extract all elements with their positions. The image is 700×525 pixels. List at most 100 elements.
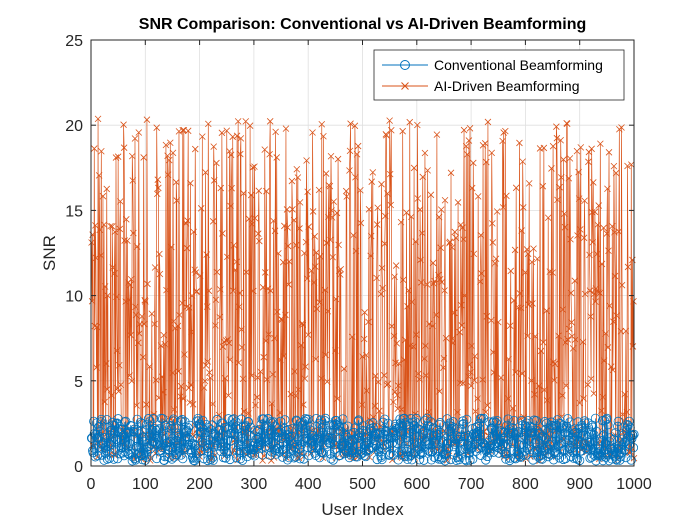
data-point-conventional: [333, 425, 343, 435]
data-point-ai-driven: [587, 375, 595, 383]
data-point-ai-driven: [108, 223, 116, 230]
data-point-ai-driven: [502, 127, 509, 135]
data-point-conventional: [320, 413, 331, 424]
data-point-conventional: [207, 420, 217, 430]
data-point-ai-driven: [225, 339, 233, 347]
data-point-ai-driven: [596, 289, 604, 297]
data-point-conventional: [567, 432, 577, 442]
data-point-ai-driven: [152, 376, 160, 384]
data-point-conventional: [462, 414, 472, 424]
data-point-conventional: [260, 442, 270, 452]
data-point-ai-driven: [451, 228, 459, 236]
data-point-ai-driven: [608, 222, 616, 230]
data-point-ai-driven: [267, 287, 275, 295]
x-tick-label: 900: [566, 476, 593, 493]
data-point-conventional: [250, 425, 260, 435]
data-point-ai-driven: [166, 139, 174, 147]
data-point-ai-driven: [144, 280, 151, 288]
data-point-conventional: [344, 435, 354, 445]
data-point-conventional: [359, 450, 369, 461]
data-point-ai-driven: [93, 323, 101, 331]
data-point-ai-driven: [448, 244, 456, 251]
data-point-conventional: [488, 417, 498, 428]
data-point-ai-driven: [517, 304, 525, 312]
data-point-conventional: [286, 431, 296, 441]
data-point-ai-driven: [478, 270, 485, 277]
data-point-conventional: [153, 425, 163, 435]
data-point-ai-driven: [421, 149, 429, 157]
data-point-ai-driven: [221, 375, 229, 382]
data-point-conventional: [559, 444, 570, 454]
data-point-ai-driven: [484, 402, 491, 409]
data-point-ai-driven: [334, 155, 342, 163]
data-point-ai-driven: [416, 375, 423, 383]
data-point-ai-driven: [162, 141, 170, 149]
data-point-conventional: [191, 448, 201, 459]
data-point-ai-driven: [493, 208, 501, 215]
data-point-ai-driven: [169, 149, 177, 157]
data-point-ai-driven: [360, 335, 368, 343]
data-point-ai-driven: [624, 263, 632, 271]
data-point-ai-driven: [309, 208, 317, 215]
data-point-ai-driven: [528, 377, 535, 384]
data-point-ai-driven: [100, 221, 108, 228]
data-point-ai-driven: [557, 174, 565, 181]
data-point-ai-driven: [316, 299, 323, 306]
data-point-ai-driven: [592, 298, 599, 305]
data-point-conventional: [538, 431, 548, 442]
data-point-ai-driven: [588, 145, 595, 153]
data-point-conventional: [311, 413, 321, 424]
data-point-ai-driven: [509, 405, 517, 412]
data-point-ai-driven: [179, 127, 187, 134]
data-point-ai-driven: [459, 380, 467, 387]
data-point-ai-driven: [449, 339, 457, 347]
data-point-ai-driven: [132, 303, 139, 311]
data-point-ai-driven: [464, 151, 471, 158]
data-point-ai-driven: [209, 217, 217, 225]
data-point-conventional: [497, 440, 508, 451]
data-point-ai-driven: [151, 264, 159, 271]
data-point-ai-driven: [454, 408, 461, 416]
data-point-ai-driven: [114, 153, 122, 160]
data-point-ai-driven: [563, 120, 571, 128]
data-point-ai-driven: [93, 364, 100, 371]
data-point-ai-driven: [92, 254, 100, 262]
data-point-conventional: [431, 429, 441, 439]
data-point-conventional: [154, 435, 164, 445]
data-point-ai-driven: [266, 150, 273, 158]
data-point-conventional: [237, 436, 247, 447]
data-point-ai-driven: [393, 391, 401, 399]
data-point-conventional: [328, 433, 338, 443]
data-point-conventional: [141, 425, 151, 435]
data-point-ai-driven: [154, 176, 162, 183]
data-point-ai-driven: [386, 170, 394, 178]
data-point-ai-driven: [207, 374, 214, 382]
data-point-ai-driven: [309, 129, 316, 136]
data-point-conventional: [514, 440, 525, 450]
data-point-conventional: [170, 423, 180, 433]
data-point-ai-driven: [329, 253, 336, 261]
data-point-ai-driven: [574, 232, 581, 239]
data-point-ai-driven: [365, 206, 373, 213]
data-point-ai-driven: [405, 287, 412, 294]
data-point-conventional: [449, 423, 459, 433]
data-point-ai-driven: [621, 390, 629, 398]
data-point-ai-driven: [387, 126, 395, 134]
data-point-conventional: [464, 448, 475, 458]
data-point-ai-driven: [357, 186, 364, 194]
data-point-ai-driven: [457, 221, 465, 229]
data-point-ai-driven: [317, 375, 325, 382]
data-point-conventional: [221, 447, 231, 457]
data-point-ai-driven: [262, 337, 270, 345]
data-point-ai-driven: [104, 292, 112, 299]
data-point-ai-driven: [175, 368, 182, 375]
data-point-ai-driven: [471, 377, 478, 384]
data-point-ai-driven: [461, 292, 468, 299]
data-point-ai-driven: [303, 275, 311, 282]
data-point-ai-driven: [497, 374, 505, 381]
legend-marker-cross-icon: [401, 82, 409, 90]
x-tick-label: 200: [186, 476, 213, 493]
data-point-ai-driven: [196, 272, 204, 279]
data-point-ai-driven: [193, 288, 201, 295]
data-point-ai-driven: [250, 287, 257, 295]
